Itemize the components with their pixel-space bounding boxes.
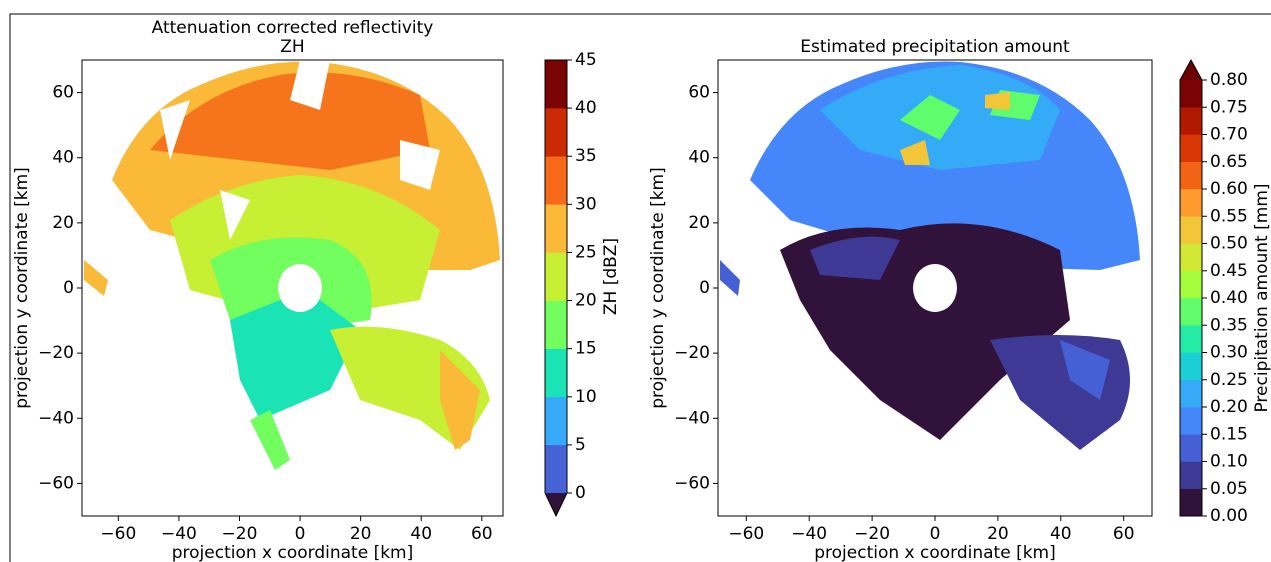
colorbar-tick-label: 0.35 xyxy=(1210,315,1248,335)
x-axis-label: projection x coordinate [km] xyxy=(172,543,414,562)
colorbar-segment xyxy=(1179,352,1203,380)
colorbar-segment xyxy=(544,396,568,446)
colorbar-tick-label: 30 xyxy=(575,194,597,214)
x-tick-label: −20 xyxy=(854,524,890,544)
x-tick-label: 20 xyxy=(987,524,1009,544)
y-tick-label: −40 xyxy=(674,408,710,428)
y-tick-label: 40 xyxy=(688,148,710,168)
colorbar-tick-label: 5 xyxy=(575,435,586,455)
radar-field xyxy=(720,61,1140,450)
colorbar-frame xyxy=(544,59,568,518)
colorbar-extend xyxy=(545,493,567,516)
colorbar-tick-label: 0.55 xyxy=(1210,206,1248,226)
colorbar-segment xyxy=(1179,461,1203,489)
colorbar-tick-label: 0.25 xyxy=(1210,370,1248,390)
y-tick-label: 0 xyxy=(63,278,74,298)
colorbar-frame xyxy=(1179,58,1203,517)
x-axis-label: projection x coordinate [km] xyxy=(814,543,1056,562)
colorbar-segment xyxy=(544,155,568,205)
colorbar-label: ZH [dBZ] xyxy=(601,238,621,315)
y-tick-label: 20 xyxy=(52,213,74,233)
colorbar-tick-label: 0.70 xyxy=(1210,125,1248,145)
colorbar-tick-label: 0 xyxy=(575,483,586,503)
colorbar-segment xyxy=(1179,134,1203,162)
colorbar-segment xyxy=(1179,270,1203,299)
colorbar-segment xyxy=(544,107,568,157)
colorbar-tick-label: 45 xyxy=(575,50,597,70)
y-tick-label: 0 xyxy=(699,278,710,298)
y-tick-label: 60 xyxy=(688,83,710,103)
colorbar-segment xyxy=(1179,107,1203,135)
x-tick-label: 20 xyxy=(350,524,372,544)
colorbar-extend xyxy=(1180,60,1202,80)
colorbar-tick-label: 0.30 xyxy=(1210,343,1248,363)
colorbar-tick-label: 35 xyxy=(575,146,597,166)
x-tick-label: −60 xyxy=(100,524,136,544)
colorbar-segment xyxy=(1179,243,1203,271)
x-tick-label: 60 xyxy=(1113,524,1135,544)
y-tick-label: 60 xyxy=(52,83,74,103)
colorbar-segment xyxy=(544,204,568,253)
colorbar-segment xyxy=(1179,79,1203,108)
x-tick-label: −20 xyxy=(222,524,258,544)
x-tick-label: −40 xyxy=(161,524,197,544)
y-tick-label: −40 xyxy=(38,408,74,428)
colorbar-tick-label: 0.15 xyxy=(1210,424,1248,444)
colorbar-segment xyxy=(544,444,568,494)
x-tick-label: 40 xyxy=(1050,524,1072,544)
x-tick-label: 0 xyxy=(930,524,941,544)
colorbar-tick-label: 0.00 xyxy=(1210,506,1248,526)
colorbar-segment xyxy=(1179,379,1203,408)
colorbar-tick-label: 25 xyxy=(575,242,597,262)
colorbar-segment xyxy=(544,348,568,398)
colorbar-segment xyxy=(1179,161,1203,190)
colorbar-tick-label: 0.65 xyxy=(1210,152,1248,172)
y-tick-label: −20 xyxy=(674,343,710,363)
colorbar-tick-label: 0.50 xyxy=(1210,234,1248,254)
colorbar-tick-label: 0.80 xyxy=(1210,70,1248,90)
colorbar-segment xyxy=(544,252,568,301)
colorbar-tick-label: 0.05 xyxy=(1210,479,1248,499)
y-tick-label: −20 xyxy=(38,343,74,363)
chart-title: Estimated precipitation amount xyxy=(800,37,1070,57)
x-tick-label: 0 xyxy=(295,524,306,544)
colorbar-label: Precipitation amount [mm] xyxy=(1252,183,1271,412)
colorbar-tick-label: 20 xyxy=(575,291,597,311)
x-tick-label: 60 xyxy=(471,524,493,544)
colorbar-segment xyxy=(544,59,568,109)
colorbar-segment xyxy=(1179,325,1203,353)
figure-border xyxy=(9,13,1271,562)
radar-field xyxy=(84,60,500,470)
chart-title: Attenuation corrected reflectivity xyxy=(152,18,434,38)
x-tick-label: 40 xyxy=(410,524,432,544)
colorbar-tick-label: 40 xyxy=(575,98,597,118)
colorbar-segment xyxy=(1179,406,1203,435)
colorbar-segment xyxy=(544,300,568,349)
colorbar-segment xyxy=(1179,188,1203,217)
colorbar-tick-label: 10 xyxy=(575,387,597,407)
colorbar-tick-label: 15 xyxy=(575,339,597,359)
y-tick-label: 40 xyxy=(52,148,74,168)
colorbar-segment xyxy=(1179,434,1203,462)
colorbar-tick-label: 0.75 xyxy=(1210,97,1248,117)
colorbar-segment xyxy=(1179,297,1203,326)
y-tick-label: −60 xyxy=(674,473,710,493)
colorbar-segment xyxy=(1179,216,1203,244)
y-tick-label: −60 xyxy=(38,473,74,493)
colorbar-tick-label: 0.10 xyxy=(1210,452,1248,472)
colorbar-tick-label: 0.40 xyxy=(1210,288,1248,308)
x-tick-label: −60 xyxy=(728,524,764,544)
colorbar-tick-label: 0.20 xyxy=(1210,397,1248,417)
colorbar-tick-label: 0.45 xyxy=(1210,261,1248,281)
y-tick-label: 20 xyxy=(688,213,710,233)
y-axis-label: projection y coordinate [km] xyxy=(12,167,32,409)
colorbar-tick-label: 0.60 xyxy=(1210,179,1248,199)
x-tick-label: −40 xyxy=(791,524,827,544)
chart-subtitle: ZH xyxy=(280,37,304,57)
y-axis-label: projection y coordinate [km] xyxy=(648,167,668,409)
colorbar-segment xyxy=(1179,488,1203,517)
